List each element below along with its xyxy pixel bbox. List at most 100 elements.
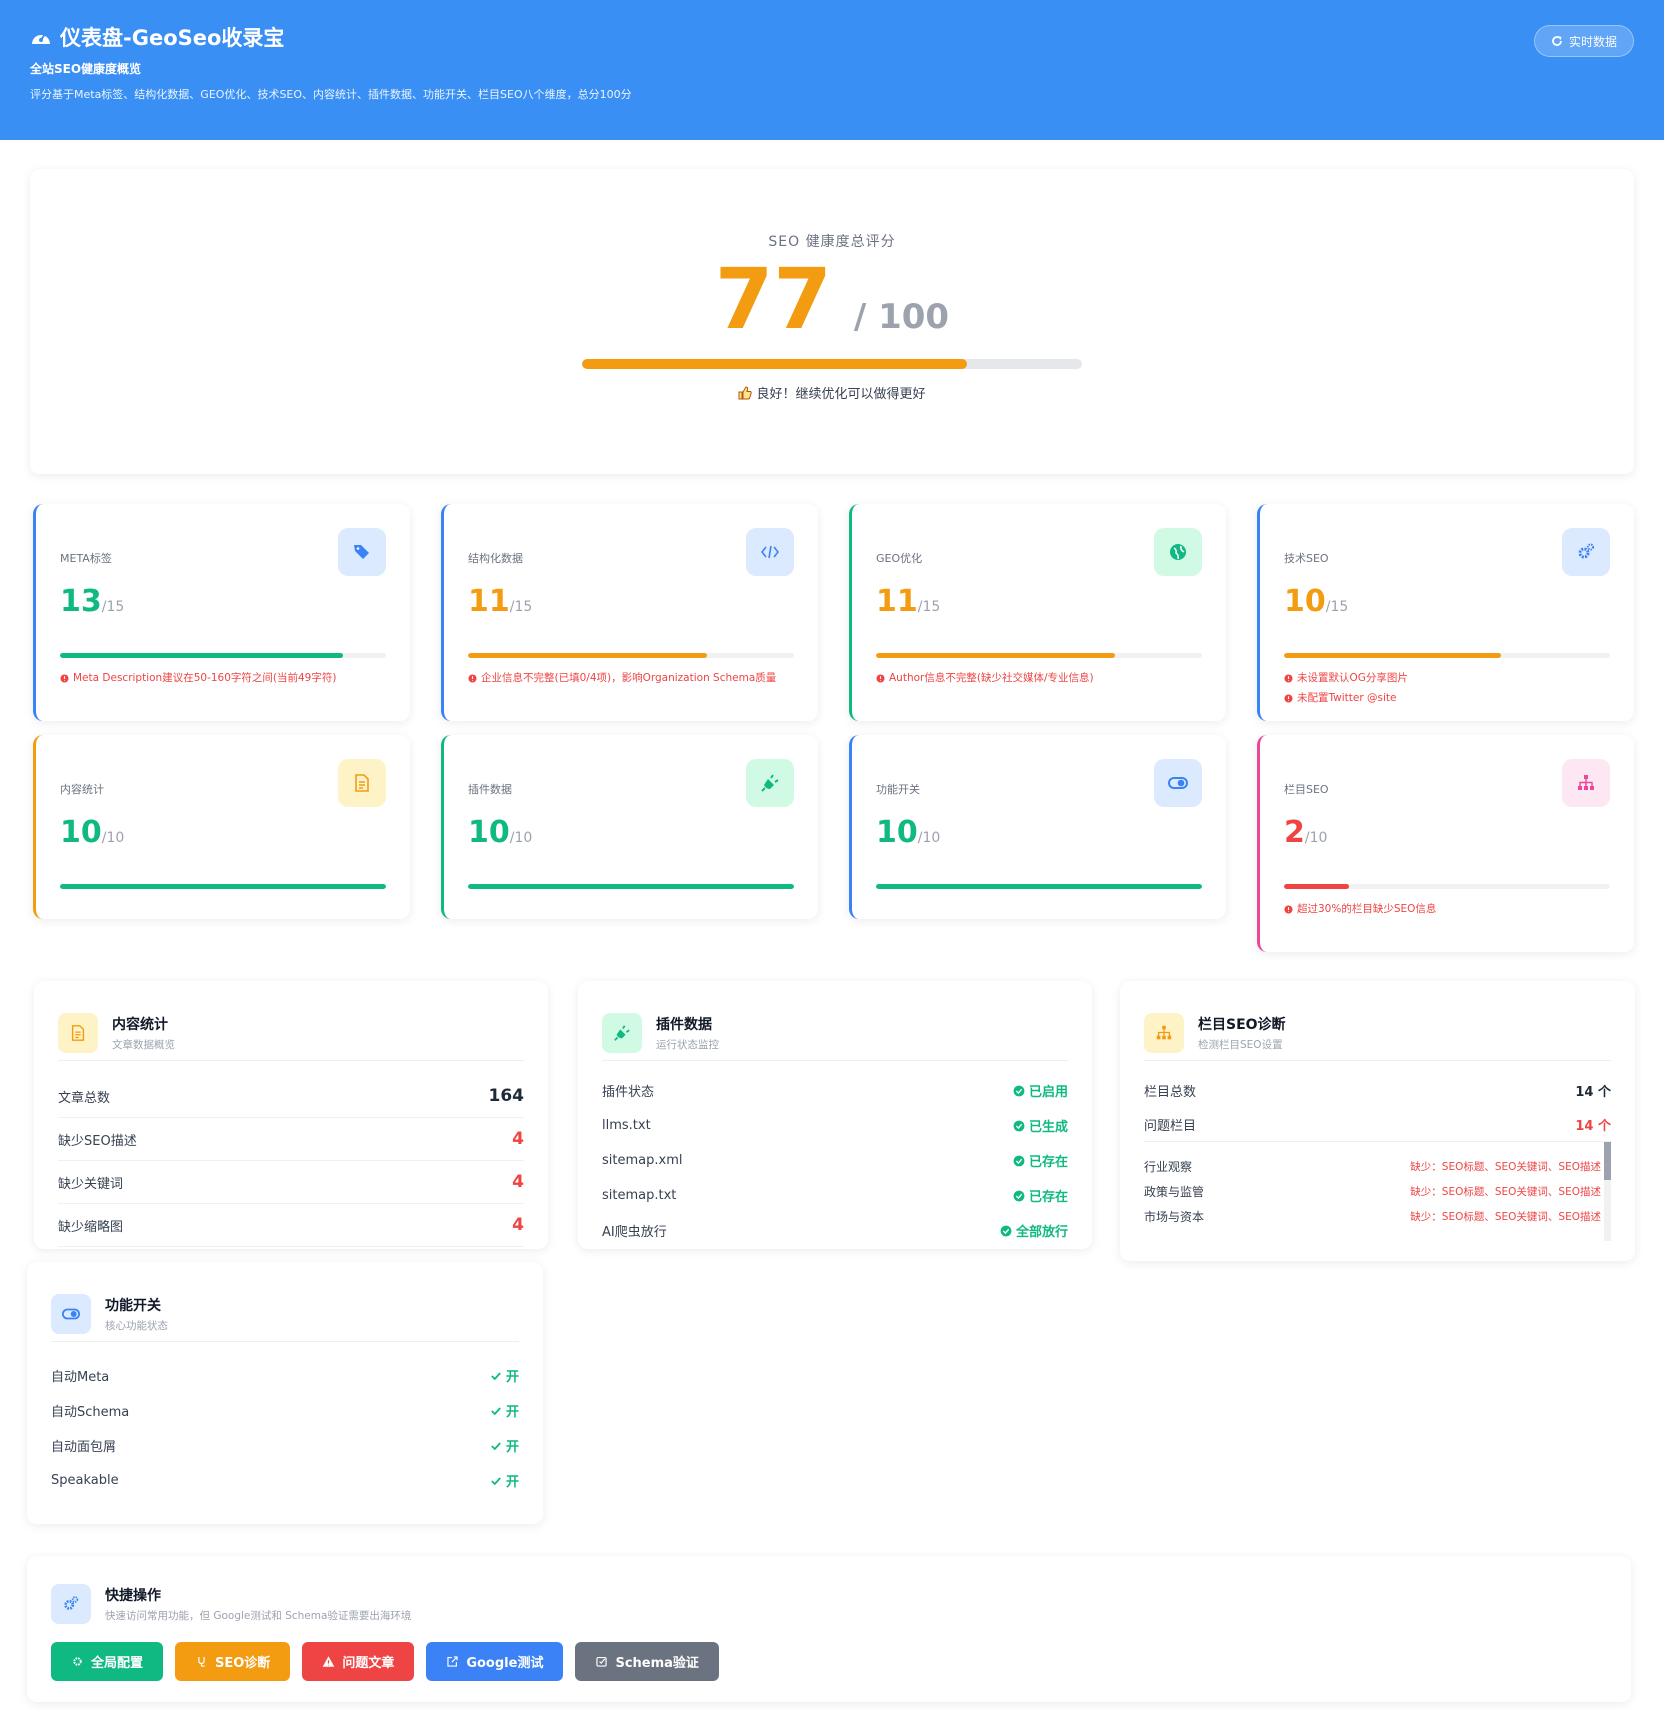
switch-text: 开 bbox=[505, 1440, 519, 1455]
category-row: 政策与监管 缺少：SEO标题、SEO关键词、SEO描述 bbox=[1144, 1179, 1611, 1204]
category-stat-value: 14 个 bbox=[1575, 1115, 1611, 1134]
card-icon-glyph bbox=[354, 545, 369, 559]
card-score: 10/15 bbox=[1284, 504, 1610, 617]
alert-icon bbox=[876, 673, 885, 683]
card-bar bbox=[60, 884, 386, 889]
score-card: GEO优化 11/15 Author信息不完整(缺少社交媒体/专业信息) bbox=[849, 504, 1226, 721]
card-label: 插件数据 bbox=[468, 783, 512, 796]
card-issues bbox=[468, 899, 794, 905]
stat-row: 缺少缩略图 4 bbox=[58, 1204, 524, 1247]
category-list: 行业观察 缺少：SEO标题、SEO关键词、SEO描述 政策与监管 缺少：SEO标题、S… bbox=[1144, 1141, 1611, 1241]
panel-heading: 内容统计文章数据概览 bbox=[112, 1014, 175, 1052]
switch-status: 开 bbox=[490, 1471, 519, 1490]
header-subtitle: 全站SEO健康度概览 bbox=[30, 62, 142, 76]
card-track bbox=[1284, 653, 1610, 658]
card-bar bbox=[60, 653, 343, 658]
separator: / bbox=[509, 830, 515, 846]
card-track bbox=[468, 884, 794, 889]
overview-track bbox=[582, 359, 1082, 369]
action-button[interactable]: Schema验证 bbox=[575, 1642, 719, 1681]
card-issues: Meta Description建议在50-160字符之间(当前49字符) bbox=[60, 668, 386, 694]
action-button-label: SEO诊断 bbox=[215, 1656, 271, 1671]
card-issue: 未设置默认OG分享图片 bbox=[1284, 668, 1610, 688]
status-label: sitemap.txt bbox=[602, 1188, 677, 1203]
stat-row: 缺少关键词 4 bbox=[58, 1161, 524, 1204]
content-stats-panel: 内容统计 文章数据概览 文章总数 164 缺少SEO描述 4 缺少关键词 4 缺少缩略图 4 bbox=[34, 981, 548, 1249]
card-label: GEO优化 bbox=[876, 552, 923, 565]
header: 仪表盘-GeoSeo收录宝 全站SEO健康度概览 评分基于Meta标签、结构化数… bbox=[0, 0, 1664, 140]
card-issue-text: 企业信息不完整(已填0/4项)，影响Organization Schema质量 bbox=[481, 672, 777, 684]
card-label: 内容统计 bbox=[60, 783, 104, 796]
realtime-button[interactable]: 实时数据 bbox=[1533, 25, 1634, 57]
switch-status: 开 bbox=[490, 1366, 519, 1385]
card-issue: 超过30%的栏目缺少SEO信息 bbox=[1284, 899, 1610, 919]
button-icon bbox=[322, 1656, 335, 1667]
switch-text: 开 bbox=[505, 1475, 519, 1490]
category-issue: 缺少：SEO标题、SEO关键词、SEO描述 bbox=[1410, 1211, 1601, 1223]
panel-subtitle: 文章数据概览 bbox=[112, 1038, 175, 1051]
category-name: 政策与监管 bbox=[1144, 1185, 1205, 1199]
card-icon bbox=[338, 759, 386, 807]
switch-status: 开 bbox=[490, 1436, 519, 1455]
card-track bbox=[60, 653, 386, 658]
action-button[interactable]: 全局配置 bbox=[51, 1642, 164, 1681]
panel-title: 内容统计 bbox=[112, 1016, 168, 1033]
stat-label: 缺少SEO描述 bbox=[58, 1133, 137, 1149]
card-icon-glyph bbox=[761, 774, 779, 792]
category-issue: 缺少：SEO标题、SEO关键词、SEO描述 bbox=[1410, 1186, 1601, 1198]
card-icon bbox=[1562, 528, 1610, 576]
panel-title: 快捷操作 bbox=[105, 1588, 161, 1604]
action-button[interactable]: Google测试 bbox=[426, 1642, 564, 1681]
switch-text: 开 bbox=[505, 1370, 519, 1385]
button-icon bbox=[447, 1656, 458, 1667]
stat-value: 4 bbox=[512, 1215, 524, 1235]
scrollbar bbox=[1604, 1142, 1611, 1241]
alert-icon bbox=[1284, 904, 1293, 914]
card-score-value: 11 bbox=[468, 584, 510, 619]
card-score-max: /10 bbox=[1305, 830, 1328, 846]
score-card: 内容统计 10/10 bbox=[33, 735, 410, 919]
card-score-value: 11 bbox=[876, 584, 918, 619]
card-issues: 企业信息不完整(已填0/4项)，影响Organization Schema质量 bbox=[468, 668, 794, 694]
dashboard-icon bbox=[32, 33, 50, 44]
panel-heading: 插件数据 运行状态监控 bbox=[656, 1014, 719, 1052]
overview-comment-row: 良好！继续优化可以做得更好 bbox=[30, 383, 1634, 402]
card-score-value: 10 bbox=[1284, 584, 1326, 619]
card-bar bbox=[468, 653, 708, 658]
card-icon bbox=[1154, 759, 1202, 807]
realtime-button-label: 实时数据 bbox=[1568, 34, 1617, 49]
score-card: 技术SEO 10/15 未设置默认OG分享图片 未配置Twitter @site bbox=[1257, 504, 1634, 721]
card-score: 10/10 bbox=[60, 735, 386, 848]
card-score-value: 13 bbox=[60, 584, 102, 619]
card-score: 10/10 bbox=[876, 735, 1202, 848]
check-icon bbox=[491, 1371, 501, 1380]
card-max: 10 bbox=[922, 830, 941, 846]
stat-value: 164 bbox=[488, 1086, 525, 1106]
panel-icon bbox=[51, 1293, 91, 1334]
action-button[interactable]: 问题文章 bbox=[302, 1642, 415, 1681]
category-stat-value: 14 个 bbox=[1575, 1081, 1611, 1100]
card-bar bbox=[1284, 884, 1350, 889]
switch-text: 开 bbox=[505, 1405, 519, 1420]
action-button[interactable]: SEO诊断 bbox=[175, 1642, 291, 1681]
action-button-label: 问题文章 bbox=[342, 1656, 395, 1671]
thumb-icon bbox=[738, 385, 753, 399]
status-label: 插件状态 bbox=[602, 1085, 655, 1100]
header-description: 评分基于Meta标签、结构化数据、GEO优化、技术SEO、内容统计、插件数据、功… bbox=[30, 88, 632, 101]
panel-heading: 功能开关 核心功能状态 bbox=[105, 1295, 168, 1333]
card-max: 15 bbox=[514, 599, 533, 615]
card-score-max: /15 bbox=[510, 599, 533, 615]
action-button-label: Google测试 bbox=[466, 1656, 544, 1671]
score-card: 结构化数据 11/15 企业信息不完整(已填0/4项)，影响Organization… bbox=[441, 504, 818, 721]
panel-title: 功能开关 bbox=[105, 1297, 161, 1314]
category-stat-label: 问题栏目 bbox=[1144, 1118, 1197, 1134]
status-text: 全部放行 bbox=[1015, 1225, 1068, 1240]
button-icon bbox=[596, 1657, 608, 1667]
switch-label: 自动Schema bbox=[51, 1405, 130, 1420]
separator: / bbox=[917, 599, 923, 615]
panel-icon-glyph bbox=[62, 1308, 80, 1319]
card-max: 15 bbox=[106, 599, 125, 615]
panel-subtitle: 快速访问常用功能，但 Google测试和 Schema验证需要出海环境 bbox=[105, 1610, 412, 1622]
feature-switches-panel: 功能开关 核心功能状态 自动Meta 开自动Schema 开自动面包屑开 Speakabl… bbox=[27, 1262, 543, 1524]
card-label: 结构化数据 bbox=[468, 552, 523, 565]
